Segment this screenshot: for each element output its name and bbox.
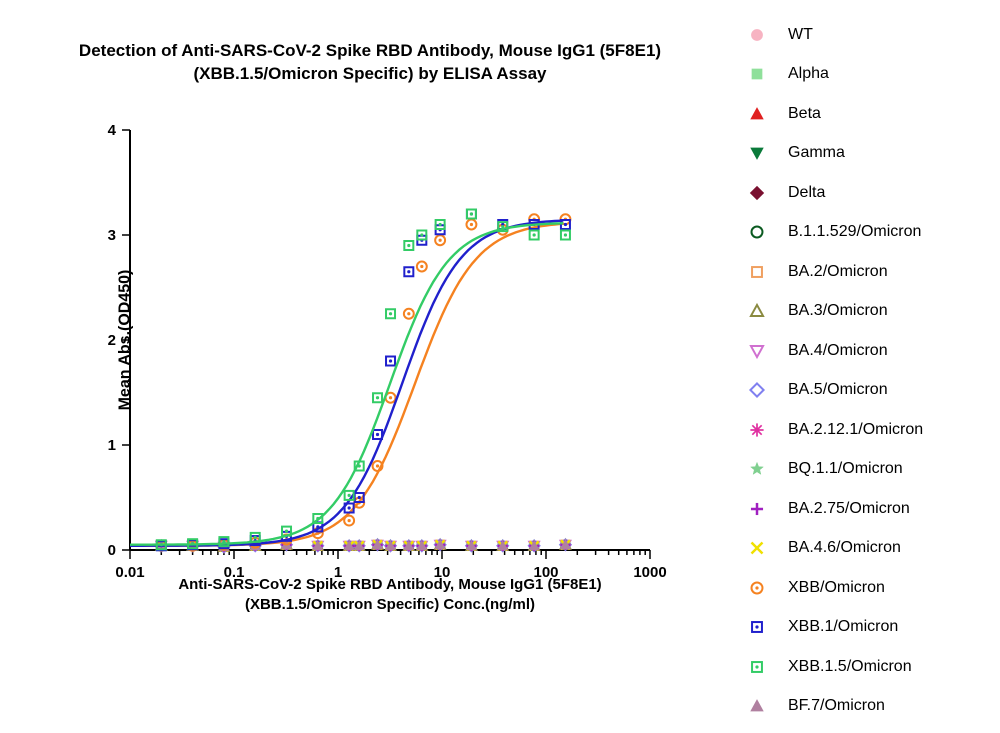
legend-item: BA.2/Omicron	[740, 252, 990, 292]
legend-label: Gamma	[788, 144, 990, 162]
legend-item: WT	[740, 15, 990, 55]
data-point	[386, 357, 395, 366]
legend-item: XBB/Omicron	[740, 568, 990, 608]
legend-marker-icon	[740, 64, 774, 84]
xlabel-line-2: (XBB.1.5/Omicron Specific) Conc.(ng/ml)	[245, 596, 535, 613]
legend-label: B.1.1.529/Omicron	[788, 223, 990, 241]
svg-text:2: 2	[108, 332, 116, 349]
data-point	[404, 267, 413, 276]
legend-marker-icon	[740, 459, 774, 479]
legend-label: BA.2.12.1/Omicron	[788, 421, 990, 439]
legend-item: XBB.1/Omicron	[740, 608, 990, 648]
svg-text:3: 3	[108, 227, 116, 244]
x-axis-label: Anti-SARS-CoV-2 Spike RBD Antibody, Mous…	[130, 575, 650, 616]
legend-item: Alpha	[740, 55, 990, 95]
data-point	[561, 231, 570, 240]
data-point	[373, 430, 382, 439]
legend-marker-icon	[740, 143, 774, 163]
legend-item: BA.5/Omicron	[740, 371, 990, 411]
xlabel-line-1: Anti-SARS-CoV-2 Spike RBD Antibody, Mous…	[178, 576, 601, 593]
title-line-1: Detection of Anti-SARS-CoV-2 Spike RBD A…	[79, 41, 661, 60]
legend-marker-icon	[740, 538, 774, 558]
legend-label: BA.3/Omicron	[788, 302, 990, 320]
legend-marker-icon	[740, 578, 774, 598]
legend-item: Delta	[740, 173, 990, 213]
legend-label: XBB/Omicron	[788, 579, 990, 597]
legend-label: XBB.1.5/Omicron	[788, 658, 990, 676]
data-point	[344, 516, 354, 526]
svg-text:4: 4	[108, 122, 117, 139]
legend-label: BA.4.6/Omicron	[788, 539, 990, 557]
legend-label: BA.2/Omicron	[788, 263, 990, 281]
legend-label: WT	[788, 26, 990, 44]
legend-item: B.1.1.529/Omicron	[740, 213, 990, 253]
legend: WT Alpha Beta Gamma Delta B.1.1.529/Omicron BA…	[740, 15, 990, 726]
legend-item: BF.7/Omicron	[740, 687, 990, 727]
data-point	[373, 393, 382, 402]
legend-marker-icon	[740, 262, 774, 282]
legend-marker-icon	[740, 301, 774, 321]
legend-marker-icon	[740, 183, 774, 203]
y-axis-label: Mean Abs.(OD450)	[116, 270, 134, 411]
title-line-2: (XBB.1.5/Omicron Specific) by ELISA Assa…	[193, 64, 546, 83]
legend-marker-icon	[740, 617, 774, 637]
data-point	[404, 241, 413, 250]
legend-marker-icon	[740, 341, 774, 361]
legend-marker-icon	[740, 657, 774, 677]
legend-marker-icon	[740, 25, 774, 45]
chart-container: Detection of Anti-SARS-CoV-2 Spike RBD A…	[0, 0, 1000, 733]
legend-item: XBB.1.5/Omicron	[740, 647, 990, 687]
legend-item: BQ.1.1/Omicron	[740, 450, 990, 490]
legend-label: BF.7/Omicron	[788, 697, 990, 715]
legend-marker-icon	[740, 499, 774, 519]
legend-item: BA.4/Omicron	[740, 331, 990, 371]
legend-label: BQ.1.1/Omicron	[788, 460, 990, 478]
legend-item: BA.4.6/Omicron	[740, 529, 990, 569]
legend-marker-icon	[740, 104, 774, 124]
legend-label: Delta	[788, 184, 990, 202]
legend-marker-icon	[740, 222, 774, 242]
svg-text:1: 1	[108, 437, 116, 454]
data-point	[435, 235, 445, 245]
data-point	[467, 210, 476, 219]
legend-item: Gamma	[740, 134, 990, 174]
data-point	[404, 309, 414, 319]
plot-area: 012340.010.11101001000 Mean Abs.(OD450) …	[130, 130, 650, 550]
legend-item: BA.2.12.1/Omicron	[740, 410, 990, 450]
plot-svg: 012340.010.11101001000	[130, 130, 650, 550]
legend-marker-icon	[740, 696, 774, 716]
legend-marker-icon	[740, 380, 774, 400]
svg-text:0: 0	[108, 542, 116, 559]
chart-title: Detection of Anti-SARS-CoV-2 Spike RBD A…	[50, 40, 690, 86]
legend-marker-icon	[740, 420, 774, 440]
legend-label: Beta	[788, 105, 990, 123]
data-point	[530, 231, 539, 240]
legend-label: BA.5/Omicron	[788, 381, 990, 399]
data-point	[417, 262, 427, 272]
legend-label: BA.2.75/Omicron	[788, 500, 990, 518]
data-point	[466, 220, 476, 230]
legend-item: BA.2.75/Omicron	[740, 489, 990, 529]
legend-label: XBB.1/Omicron	[788, 618, 990, 636]
legend-item: Beta	[740, 94, 990, 134]
legend-label: Alpha	[788, 65, 990, 83]
data-point	[386, 309, 395, 318]
legend-item: BA.3/Omicron	[740, 292, 990, 332]
legend-label: BA.4/Omicron	[788, 342, 990, 360]
